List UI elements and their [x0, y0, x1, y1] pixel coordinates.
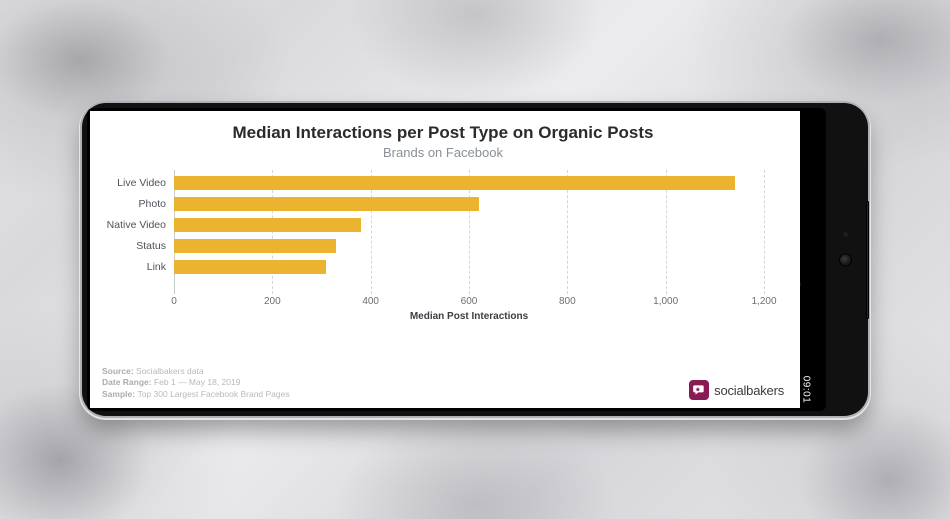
chart-plot-area: Live Video Photo Native Video Status Link — [174, 170, 764, 294]
bar: Photo — [174, 197, 479, 211]
x-axis-title: Median Post Interactions — [410, 311, 528, 322]
x-tick-label: 1,000 — [653, 296, 678, 307]
meta-sample-value: Top 300 Largest Facebook Brand Pages — [137, 389, 289, 399]
android-status-bar: ✽ 09:01 — [802, 110, 824, 409]
x-axis: Median Post Interactions 0 200 400 600 800 1,… — [174, 294, 764, 320]
chart-subtitle: Brands on Facebook — [102, 145, 784, 160]
x-tick-label: 1,200 — [751, 296, 776, 307]
phone-display: Median Interactions per Post Type on Org… — [90, 111, 800, 408]
phone-camera — [840, 254, 851, 265]
bar-category-label: Native Video — [107, 219, 174, 231]
bar: Link — [174, 260, 326, 274]
gridline — [764, 170, 765, 294]
brand-mark-icon — [689, 380, 709, 400]
bar-category-label: Link — [147, 261, 174, 273]
bar: Native Video — [174, 218, 361, 232]
bar-category-label: Live Video — [117, 177, 174, 189]
meta-date-label: Date Range: — [102, 377, 152, 387]
bar-category-label: Photo — [139, 198, 174, 210]
meta-sample-label: Sample: — [102, 389, 135, 399]
meta-source-label: Source: — [102, 366, 134, 376]
phone-screen-bezel: ✽ 09:01 Median Interactions per Post Typ… — [87, 108, 826, 411]
chart-card: Median Interactions per Post Type on Org… — [90, 111, 800, 408]
phone-speaker — [866, 201, 869, 319]
chart-title: Median Interactions per Post Type on Org… — [102, 123, 784, 143]
chart-metadata: Source: Socialbakers data Date Range: Fe… — [102, 366, 290, 400]
meta-source-value: Socialbakers data — [136, 366, 204, 376]
phone-sensor — [843, 232, 848, 237]
bar: Status — [174, 239, 336, 253]
status-clock: 09:01 — [801, 376, 812, 404]
bar: Live Video — [174, 176, 735, 190]
phone-frame: ✽ 09:01 Median Interactions per Post Typ… — [82, 103, 868, 416]
brand-logo: socialbakers — [689, 380, 784, 400]
x-tick-label: 600 — [461, 296, 478, 307]
brand-name: socialbakers — [714, 383, 784, 398]
bar-chart: Live Video Photo Native Video Status Link Me… — [174, 170, 764, 320]
bar-category-label: Status — [136, 240, 174, 252]
marble-background: ✽ 09:01 Median Interactions per Post Typ… — [0, 0, 950, 519]
chart-footer: Source: Socialbakers data Date Range: Fe… — [102, 366, 784, 400]
x-tick-label: 200 — [264, 296, 281, 307]
x-tick-label: 0 — [171, 296, 177, 307]
meta-date-value: Feb 1 — May 18, 2019 — [154, 377, 240, 387]
x-tick-label: 400 — [362, 296, 379, 307]
x-tick-label: 800 — [559, 296, 576, 307]
